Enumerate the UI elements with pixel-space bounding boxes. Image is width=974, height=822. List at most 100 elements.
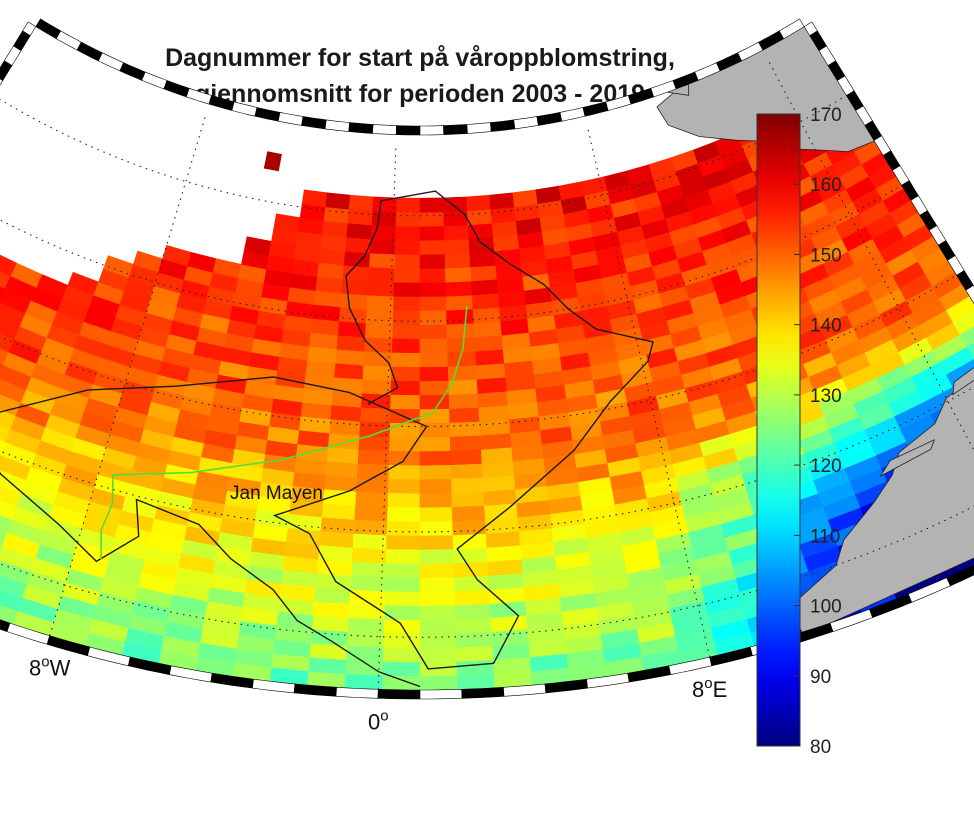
grid-cell: [471, 278, 499, 296]
colorbar-tick-label: 170: [810, 105, 842, 126]
grid-cell: [390, 394, 421, 410]
grid-cell: [419, 239, 446, 255]
grid-cell: [393, 267, 421, 283]
grid-cell: [445, 294, 474, 311]
grid-cell: [419, 366, 449, 382]
grid-cell: [451, 491, 485, 508]
grid-cell: [490, 206, 517, 224]
frame-segment: [803, 21, 818, 37]
grid-cell: [419, 520, 454, 536]
grid-cell: [419, 576, 456, 592]
grid-cell: [480, 446, 514, 464]
grid-cell: [387, 506, 421, 522]
grid-cell: [317, 262, 345, 280]
grid-cell: [347, 617, 385, 634]
grid-cell: [395, 211, 421, 227]
grid-cell: [344, 673, 384, 690]
colorbar-gradient: [756, 113, 801, 747]
grid-cell: [385, 548, 421, 564]
frame-segment: [119, 62, 146, 81]
grid-cell: [315, 276, 344, 294]
grid-cell: [445, 280, 473, 297]
grid-cell: [419, 267, 447, 283]
grid-cell: [331, 390, 363, 408]
colorbar-tick-label: 130: [810, 386, 842, 407]
grid-cell: [491, 220, 519, 238]
frame-segment: [419, 688, 463, 700]
grid-cell: [365, 322, 394, 339]
grid-cell: [419, 253, 446, 269]
grid-cell: [327, 432, 360, 450]
grid-cell: [319, 530, 355, 548]
frame-segment: [335, 686, 379, 699]
frame-segment: [778, 18, 805, 40]
grid-cell: [366, 294, 395, 311]
grid-cell: [478, 404, 510, 422]
grid-cell: [419, 618, 457, 635]
grid-cell: [419, 211, 445, 227]
map-frame: [0, 18, 974, 700]
grid-cell: [389, 408, 421, 424]
frame-segment: [163, 80, 190, 98]
grid-cell: [348, 194, 374, 212]
grid-cell: [492, 642, 531, 661]
grid-cell: [966, 329, 974, 360]
frame-segment: [348, 122, 374, 134]
grid-cell: [396, 197, 421, 213]
grid-cell: [419, 337, 449, 354]
grid-cell: [321, 220, 349, 238]
longitude-label: 8oE: [692, 675, 727, 702]
grid-cell: [470, 264, 498, 282]
grid-cell: [357, 449, 390, 466]
frame-segment: [372, 124, 397, 135]
graticule: [0, 59, 974, 690]
grid-cell: [369, 252, 396, 269]
grid-cell: [443, 224, 470, 241]
grid-cell: [419, 394, 450, 410]
grid-cell: [365, 308, 394, 325]
frame-segment: [98, 52, 124, 72]
longitude-labels: 16oW8oW0o8oE16oE: [29, 654, 727, 735]
frame-segment: [419, 125, 445, 136]
grid-cell: [469, 250, 497, 268]
grid-cell: [336, 334, 366, 352]
grid-cell: [353, 519, 388, 536]
grid-cell: [475, 362, 506, 380]
grid-cell: [484, 516, 520, 534]
grid-cell: [394, 239, 421, 255]
grid-cell: [386, 520, 421, 536]
grid-cell: [360, 392, 392, 409]
grid-cell: [468, 236, 495, 254]
grid-cell: [419, 309, 448, 326]
grid-cell: [316, 558, 353, 576]
grid-cell: [471, 292, 500, 310]
grid-cell: [452, 519, 487, 536]
grid-cell: [450, 449, 483, 466]
frame-segment: [443, 124, 468, 135]
grid-cell: [454, 589, 491, 606]
isolated-cell: [263, 151, 282, 172]
colorbar-tick-label: 90: [810, 667, 831, 688]
grid-cell: [350, 575, 387, 592]
longitude-label: 0o: [368, 707, 389, 734]
grid-cell: [419, 295, 447, 311]
grid-cell: [387, 478, 421, 494]
grid-cell: [352, 533, 388, 550]
colorbar-tick-label: 110: [810, 526, 840, 547]
grid-cell: [512, 189, 539, 208]
land-polygon: [952, 364, 974, 396]
grid-cell: [382, 675, 421, 691]
grid-cell: [496, 276, 525, 294]
grid-cell: [495, 262, 523, 280]
grid-cell: [384, 604, 421, 621]
grid-cell: [452, 533, 488, 550]
grid-cell: [419, 436, 451, 452]
grid-cell: [325, 460, 359, 478]
grid-cell: [489, 192, 515, 210]
grid-cell: [419, 604, 456, 621]
grid-cell: [419, 478, 453, 494]
grid-cell: [473, 320, 503, 338]
grid-cell: [451, 505, 486, 522]
grid-cell: [320, 516, 356, 534]
grid-cell: [301, 189, 328, 208]
